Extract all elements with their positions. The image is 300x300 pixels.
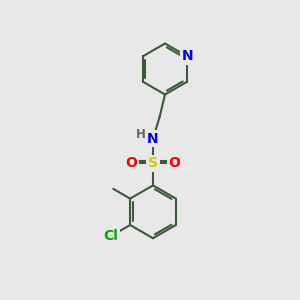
Text: S: S [148,156,158,170]
Text: O: O [125,156,137,170]
Text: N: N [181,49,193,63]
Text: H: H [136,128,145,142]
Text: N: N [147,132,159,145]
Text: Cl: Cl [103,229,118,243]
Text: O: O [169,156,181,170]
